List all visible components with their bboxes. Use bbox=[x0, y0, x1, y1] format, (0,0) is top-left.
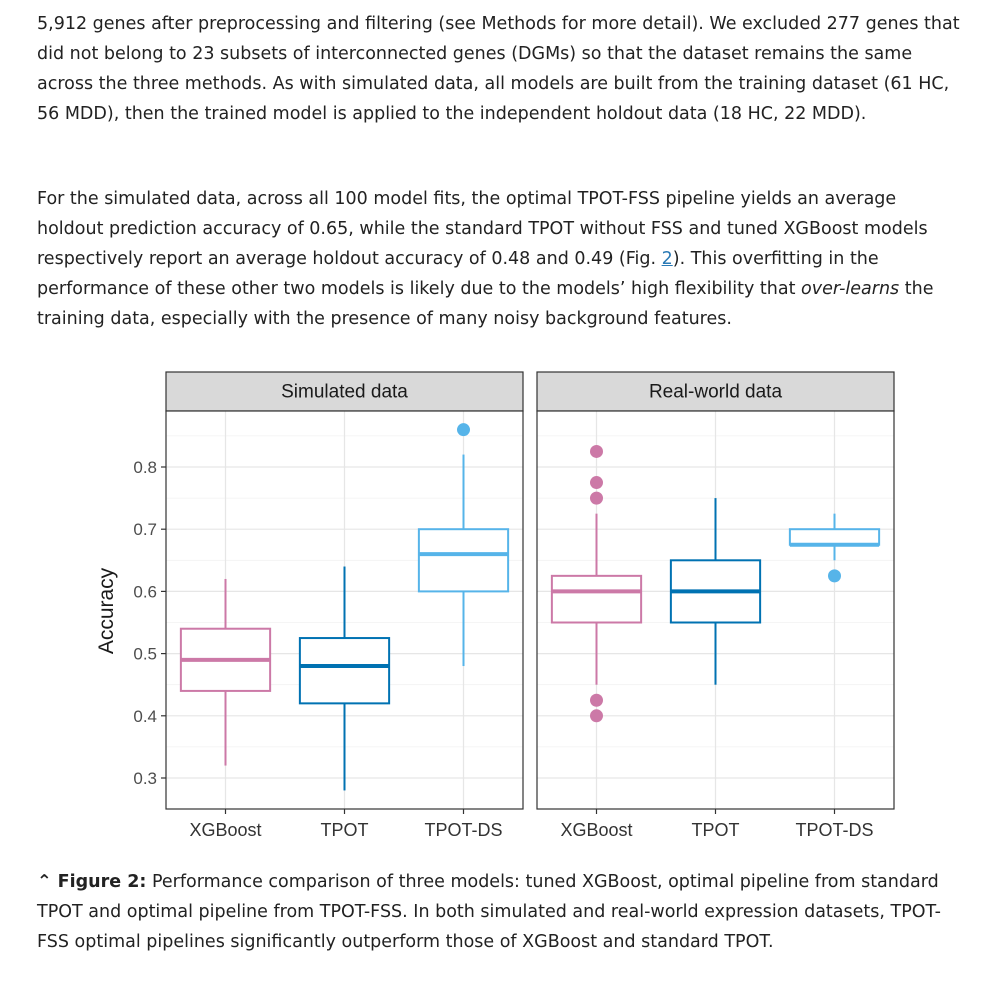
paragraph-text: ). This overfitting in the performance o… bbox=[37, 249, 879, 299]
outlier-point bbox=[590, 444, 603, 458]
x-tick-label: TPOT bbox=[321, 820, 369, 840]
paragraph-text: 5,912 genes after preprocessing and filt… bbox=[37, 14, 960, 124]
x-tick-label: TPOT bbox=[692, 820, 740, 840]
panel-border bbox=[536, 410, 895, 810]
boxplot-figure: Simulated data XGBoost TPOT TPOT-DS Real-wor… bbox=[95, 371, 895, 840]
body-paragraph-2: For the simulated data, across all 100 m… bbox=[37, 184, 967, 334]
box-iqr bbox=[417, 528, 510, 593]
x-tick-label: TPOT-DS bbox=[795, 820, 873, 840]
paragraph-text: the training data, especially with the p… bbox=[37, 279, 934, 329]
italic-text: over-learns bbox=[801, 279, 900, 299]
body-paragraph-1: 5,912 genes after preprocessing and filt… bbox=[37, 9, 967, 129]
x-tick-label: XGBoost bbox=[560, 820, 632, 840]
y-tick-label: 0.7 bbox=[133, 520, 157, 539]
panel-strip bbox=[165, 371, 524, 412]
box-iqr bbox=[298, 637, 391, 705]
panel-title: Real-world data bbox=[649, 382, 782, 403]
figure-reference-link[interactable]: 2 bbox=[661, 249, 673, 269]
double-chevron-up-icon[interactable]: ⌃ bbox=[37, 872, 52, 892]
caption-label: Figure 2: bbox=[57, 872, 147, 892]
box-iqr bbox=[550, 574, 643, 624]
panel-border bbox=[165, 410, 524, 810]
outlier-point bbox=[828, 569, 841, 583]
y-tick-label: 0.6 bbox=[133, 582, 157, 601]
outlier-point bbox=[590, 709, 603, 723]
y-tick-label: 0.3 bbox=[133, 769, 157, 788]
panel-title: Simulated data bbox=[281, 382, 408, 403]
caption-text: Performance comparison of three models: … bbox=[37, 872, 941, 952]
outlier-point bbox=[590, 693, 603, 707]
outlier-point bbox=[590, 491, 603, 505]
x-tick-label: XGBoost bbox=[189, 820, 261, 840]
y-tick-label: 0.4 bbox=[133, 707, 157, 726]
y-tick-label: 0.5 bbox=[133, 645, 157, 664]
outlier-point bbox=[590, 476, 603, 490]
figure-caption: ⌃ Figure 2: Performance comparison of thr… bbox=[37, 867, 967, 957]
outlier-point bbox=[457, 423, 470, 437]
box-iqr bbox=[788, 528, 881, 546]
y-axis-title: Accuracy bbox=[95, 567, 118, 654]
paragraph-text: For the simulated data, across all 100 m… bbox=[37, 189, 928, 269]
y-tick-label: 0.8 bbox=[133, 458, 157, 477]
x-tick-label: TPOT-DS bbox=[424, 820, 502, 840]
panel-strip bbox=[536, 371, 895, 412]
